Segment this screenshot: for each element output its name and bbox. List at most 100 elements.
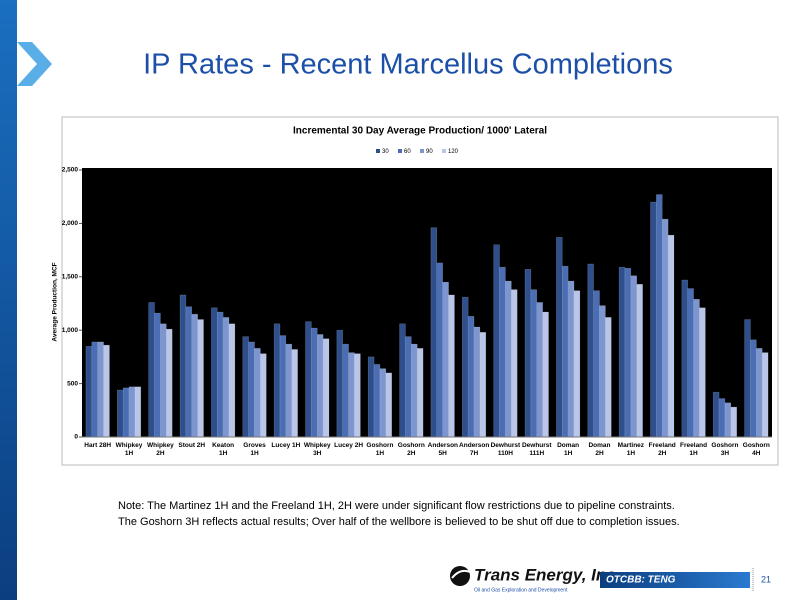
- bar: [593, 290, 600, 438]
- bar: [128, 386, 136, 438]
- bar: [712, 391, 720, 438]
- bar: [430, 227, 438, 438]
- x-tick-label: Lucey 1H: [271, 442, 301, 449]
- bar: [373, 364, 381, 438]
- legend-label: 90: [426, 149, 433, 155]
- note-line: The Goshorn 3H reflects actual results; …: [118, 516, 680, 528]
- bar: [499, 266, 506, 438]
- x-tick-label: Doman 2H: [588, 442, 611, 457]
- x-tick-label: Goshorn 3H: [711, 442, 739, 457]
- bar: [587, 263, 594, 438]
- note-line: Note: The Martinez 1H and the Freeland 1…: [118, 500, 675, 512]
- bar: [97, 341, 104, 438]
- bar: [436, 262, 443, 438]
- bar: [154, 312, 161, 438]
- x-tick-label: Whipkey 1H: [115, 442, 143, 457]
- bar: [197, 319, 204, 438]
- bar: [185, 306, 193, 438]
- x-tick-label: Whipkey 2H: [147, 442, 174, 457]
- bar: [718, 398, 726, 438]
- bar: [322, 338, 330, 438]
- bar: [448, 294, 455, 438]
- bar: [656, 194, 663, 438]
- bar: [573, 290, 581, 438]
- bar: [311, 327, 318, 438]
- y-tick-label: 2,500: [62, 167, 79, 174]
- bar: [179, 294, 187, 438]
- bar: [687, 288, 694, 438]
- x-tick-label: Dewhurst 110H: [490, 442, 521, 457]
- page-number: 21: [761, 574, 771, 584]
- y-tick-label: 1,500: [62, 274, 79, 281]
- bar: [273, 323, 281, 438]
- bar: [567, 280, 575, 438]
- x-tick-label: Doman 1H: [557, 442, 580, 457]
- x-tick-label: Hart 28H: [84, 442, 112, 449]
- bar: [756, 348, 763, 438]
- bar: [166, 328, 173, 438]
- bar: [348, 352, 355, 438]
- bar: [556, 237, 563, 438]
- x-tick-label: Stout 2H: [178, 442, 206, 449]
- bar: [148, 302, 155, 438]
- bar: [160, 323, 167, 438]
- y-tick-label: 500: [67, 380, 78, 387]
- bar: [750, 339, 757, 438]
- bar: [411, 343, 418, 438]
- bar: [260, 353, 267, 438]
- bar: [505, 280, 512, 438]
- ticker-box: [600, 572, 750, 588]
- bar: [134, 386, 142, 438]
- bar: [536, 302, 543, 438]
- legend-label: 60: [404, 149, 411, 155]
- bar: [217, 311, 224, 438]
- chevron: [17, 42, 52, 86]
- bar: [530, 289, 538, 438]
- x-tick-label: Groves 1H: [243, 442, 266, 457]
- bar: [399, 323, 406, 438]
- x-tick-label: Keaton 1H: [212, 442, 235, 457]
- x-tick-label: Whipkey 3H: [303, 442, 331, 457]
- x-tick-label: Goshorn 2H: [397, 442, 425, 457]
- bar: [254, 348, 261, 438]
- bar: [117, 389, 124, 438]
- bar: [618, 266, 626, 438]
- chart-title: Incremental 30 Day Average Production/ 1…: [293, 126, 547, 137]
- bar: [342, 343, 349, 438]
- x-tick-label: Dewhurst 111H: [521, 442, 552, 457]
- x-tick-label: Freeland 2H: [648, 442, 676, 457]
- x-tick-label: Lucey 2H: [334, 442, 364, 449]
- bar: [405, 336, 412, 438]
- legend-swatch: [442, 149, 446, 153]
- bar: [511, 289, 518, 438]
- y-axis-label: Average Production, MCF: [52, 262, 59, 341]
- bar: [291, 349, 298, 438]
- bar: [630, 275, 637, 438]
- bar: [473, 326, 481, 438]
- x-tick-label: Martinez 1H: [617, 442, 645, 457]
- bar: [542, 311, 549, 438]
- legend-label: 120: [448, 149, 459, 155]
- bar: [624, 268, 632, 438]
- x-tick-label: Goshorn 4H: [742, 442, 770, 457]
- bar: [667, 234, 675, 438]
- slide-title: IP Rates - Recent Marcellus Completions: [143, 49, 673, 81]
- bar: [442, 281, 449, 438]
- bar: [91, 341, 98, 438]
- logo-name: Trans Energy, Inc.: [474, 565, 620, 584]
- bar: [336, 329, 343, 438]
- bar: [191, 313, 198, 438]
- x-tick-label: Freeland 1H: [680, 442, 708, 457]
- bar: [479, 332, 487, 438]
- bar: [103, 344, 110, 438]
- bar: [524, 269, 532, 438]
- bar: [730, 406, 737, 438]
- bar: [761, 352, 769, 438]
- legend-swatch: [398, 149, 402, 153]
- ticker: OTCBB: TENG: [606, 575, 676, 586]
- bar: [248, 341, 255, 438]
- bar: [681, 279, 688, 438]
- x-tick-label: Anderson 5H: [427, 442, 459, 457]
